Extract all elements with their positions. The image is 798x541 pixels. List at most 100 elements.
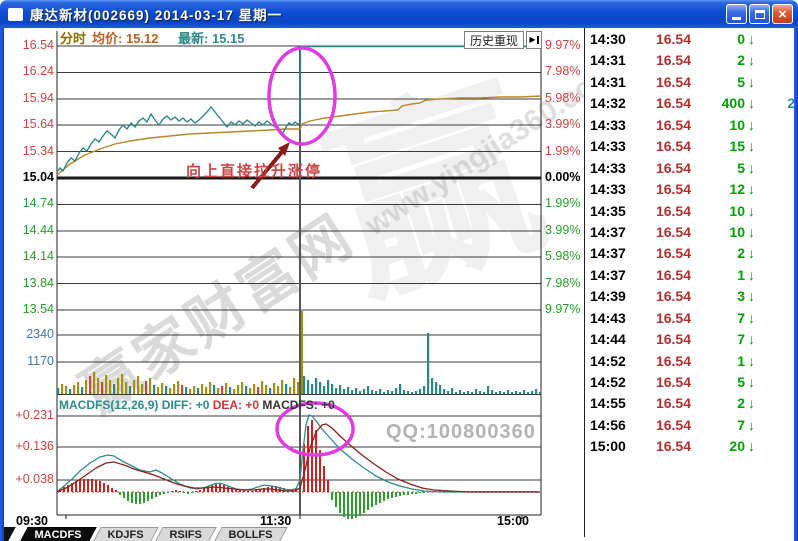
- tab-macdfs[interactable]: MACDFS: [20, 527, 97, 541]
- trade-count: 2: [757, 138, 794, 154]
- volume-bar: [97, 378, 100, 394]
- trade-time: 14:52: [590, 352, 626, 369]
- macd-axis-label: +0.231: [15, 408, 54, 422]
- trade-price: 16.54: [655, 331, 691, 348]
- trade-row[interactable]: 15:00 16.54 20↓6: [585, 435, 794, 456]
- trade-time: 14:37: [590, 223, 626, 240]
- volume-bar: [241, 382, 244, 394]
- volume-bar: [281, 380, 284, 394]
- down-arrow-icon: ↓: [748, 331, 755, 348]
- title-bar[interactable]: 康达新材(002669) 2014-03-17 星期一 ×: [0, 0, 798, 28]
- volume-bar: [379, 389, 382, 394]
- trade-price: 16.54: [655, 181, 691, 198]
- percent-axis-label: 1.99%: [545, 143, 581, 158]
- volume-bar: [137, 376, 140, 394]
- volume-bar: [467, 391, 470, 394]
- trade-price: 16.54: [655, 116, 691, 133]
- trade-row[interactable]: 14:39 16.54 3↓1: [585, 285, 794, 306]
- trade-volume: 20: [729, 438, 745, 455]
- volume-bar: [435, 382, 438, 394]
- trade-row[interactable]: 14:33 16.54 5↓1: [585, 157, 794, 178]
- volume-bar: [165, 386, 168, 394]
- minimize-button[interactable]: [726, 4, 747, 24]
- volume-bar: [347, 387, 350, 394]
- history-replay-button[interactable]: 历史重现: [464, 31, 524, 49]
- volume-bar: [527, 392, 530, 394]
- trade-price: 16.54: [655, 223, 691, 240]
- trade-row[interactable]: 14:55 16.54 2↓1: [585, 392, 794, 413]
- trade-row[interactable]: 14:35 16.54 10↓1: [585, 200, 794, 221]
- volume-bar: [253, 384, 256, 394]
- volume-bar: [363, 389, 366, 394]
- percent-axis-label: 1.99%: [545, 196, 581, 211]
- trade-time: 14:39: [590, 288, 626, 305]
- trade-row[interactable]: 14:32 16.54 400↓23: [585, 92, 794, 113]
- trade-row[interactable]: 14:31 16.54 5↓1: [585, 71, 794, 92]
- price-axis-label: 15.64: [22, 117, 54, 132]
- trade-volume: 2: [737, 52, 745, 69]
- macd-axis-label: +0.038: [15, 472, 54, 486]
- trade-row[interactable]: 14:44 16.54 7↓1: [585, 328, 794, 349]
- volume-bar: [463, 392, 466, 394]
- volume-bar: [459, 390, 462, 394]
- volume-bar: [269, 388, 272, 394]
- trade-row[interactable]: 14:37 16.54 10↓4: [585, 221, 794, 242]
- trade-row[interactable]: 14:30 16.54 0↓1: [585, 28, 794, 49]
- trade-count: 2: [757, 181, 794, 197]
- trade-count: 1: [757, 395, 794, 411]
- volume-bar: [149, 378, 152, 394]
- percent-axis-label: 9.97%: [545, 302, 581, 316]
- volume-bar: [519, 392, 522, 394]
- step-forward-icon: ▶: [529, 36, 539, 44]
- volume-bar: [483, 392, 486, 394]
- trade-volume: 400: [721, 95, 745, 112]
- volume-bar: [355, 388, 358, 394]
- volume-bar: [535, 389, 538, 394]
- trade-row[interactable]: 14:33 16.54 15↓2: [585, 135, 794, 156]
- trade-price: 16.54: [655, 438, 691, 455]
- close-button[interactable]: ×: [772, 4, 793, 24]
- down-arrow-icon: ↓: [748, 159, 755, 176]
- tab-kdjfs[interactable]: KDJFS: [93, 527, 159, 541]
- volume-bar: [407, 391, 410, 394]
- trade-count: 1: [757, 117, 794, 133]
- trade-volume: 2: [737, 245, 745, 262]
- trade-time: 14:31: [590, 73, 626, 90]
- down-arrow-icon: ↓: [748, 181, 755, 198]
- volume-bar: [427, 333, 430, 394]
- trade-count: 1: [757, 31, 794, 47]
- volume-bar: [209, 382, 212, 394]
- trade-count: 4: [757, 224, 794, 240]
- trade-count: 2: [757, 417, 794, 433]
- volume-bar: [471, 392, 474, 394]
- trade-row[interactable]: 14:56 16.54 7↓2: [585, 414, 794, 435]
- tab-bollfs[interactable]: BOLLFS: [213, 527, 288, 541]
- trade-row[interactable]: 14:43 16.54 7↓2: [585, 307, 794, 328]
- trade-row[interactable]: 14:37 16.54 1↓1: [585, 264, 794, 285]
- trade-row[interactable]: 14:52 16.54 5↓1: [585, 371, 794, 392]
- price-axis-label: 16.54: [22, 38, 54, 52]
- trade-row[interactable]: 14:33 16.54 12↓2: [585, 178, 794, 199]
- tab-rsifs[interactable]: RSIFS: [155, 527, 218, 541]
- step-forward-button[interactable]: ▶: [526, 31, 542, 49]
- down-arrow-icon: ↓: [748, 31, 755, 47]
- trade-list-panel[interactable]: 14:3016.540↓114:3116.542↓114:3116.545↓11…: [584, 28, 794, 537]
- trade-row[interactable]: 14:52 16.54 1↓1: [585, 350, 794, 371]
- down-arrow-icon: ↓: [748, 245, 755, 262]
- volume-bar: [323, 386, 326, 394]
- trade-row[interactable]: 14:33 16.54 10↓1: [585, 114, 794, 135]
- trade-row[interactable]: 14:37 16.54 2↓1: [585, 242, 794, 263]
- volume-bar: [145, 381, 148, 394]
- volume-bar: [129, 386, 132, 394]
- volume-bar: [335, 388, 338, 394]
- maximize-button[interactable]: [749, 4, 770, 24]
- down-arrow-icon: ↓: [748, 438, 755, 455]
- highlight-ellipse: [267, 46, 337, 146]
- volume-bar: [109, 380, 112, 394]
- volume-bar: [141, 384, 144, 394]
- volume-bar: [101, 382, 104, 394]
- price-axis-label: 14.14: [22, 249, 54, 264]
- trade-row[interactable]: 14:31 16.54 2↓1: [585, 49, 794, 70]
